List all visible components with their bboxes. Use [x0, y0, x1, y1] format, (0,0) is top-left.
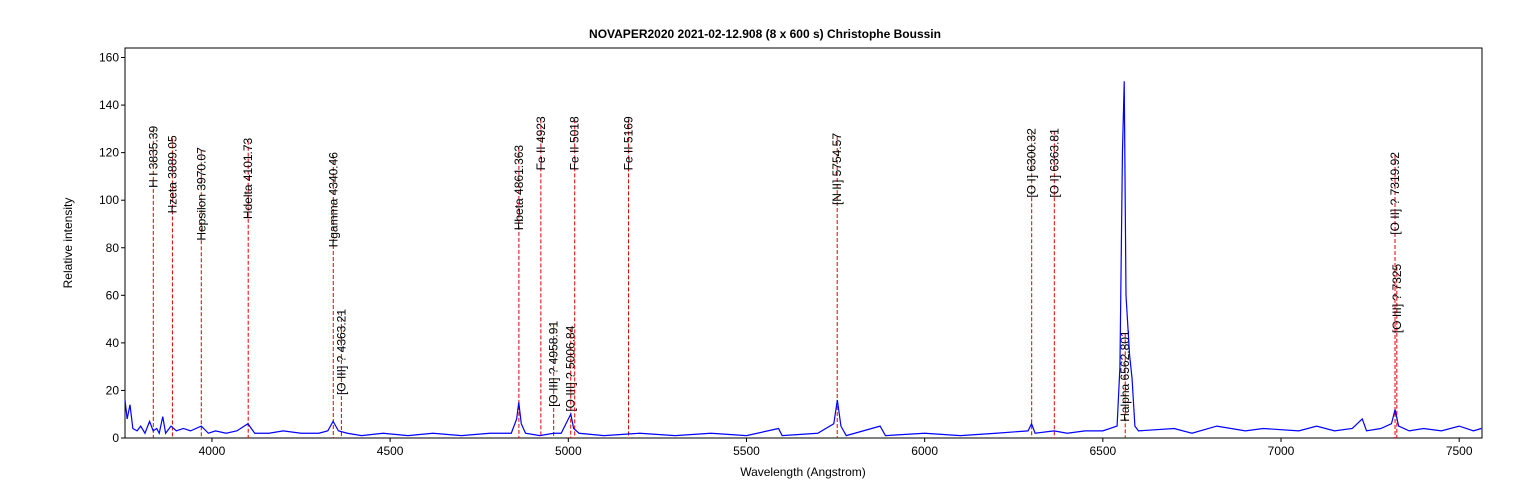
- line-label: [O III] ? 4363.21: [334, 309, 348, 395]
- y-tick-label: 100: [99, 193, 119, 207]
- line-label: [N II] 5754.57: [830, 133, 844, 205]
- spectrum-line: [124, 81, 1482, 437]
- plot-frame: [124, 47, 1483, 439]
- y-tick-label: 120: [99, 146, 119, 160]
- x-axis-label: Wavelength (Angstrom): [740, 465, 866, 479]
- line-label: [O I] 6300.32: [1025, 128, 1039, 198]
- chart-title: NOVAPER2020 2021-02-12.908 (8 x 600 s) C…: [589, 27, 941, 41]
- y-tick-label: 160: [99, 51, 119, 65]
- line-label: Fe II 5018: [568, 116, 582, 170]
- x-tick-label: 7000: [1268, 444, 1295, 458]
- y-tick-label: 140: [99, 98, 119, 112]
- line-label: Hdelta 4101.73: [241, 137, 255, 219]
- line-label: Halpha 6562.801: [1118, 330, 1132, 422]
- line-label: [O II] ? 7319.92: [1388, 152, 1402, 235]
- y-tick-label: 20: [106, 383, 120, 397]
- line-label: H I 3835.39: [146, 126, 160, 188]
- line-label: [O III] ? 4958.91: [547, 321, 561, 407]
- line-label: Hgamma 4340.46: [326, 152, 340, 248]
- line-label: [O III] ? 7325: [1390, 263, 1404, 333]
- x-tick-label: 6000: [911, 444, 938, 458]
- x-tick-label: 5000: [555, 444, 582, 458]
- y-axis-label: Relative intensity: [61, 198, 75, 289]
- x-tick-label: 7500: [1446, 444, 1473, 458]
- y-tick-label: 0: [112, 431, 119, 445]
- y-tick-label: 80: [106, 241, 120, 255]
- x-tick-label: 5500: [733, 444, 760, 458]
- line-label: Fe II 5169: [622, 116, 636, 170]
- x-tick-label: 4500: [377, 444, 404, 458]
- y-tick-label: 40: [106, 336, 120, 350]
- x-tick-label: 4000: [199, 444, 226, 458]
- line-label: Hzeta 3889.05: [165, 135, 179, 213]
- line-label: [O I] 6363.81: [1047, 128, 1061, 198]
- y-tick-label: 60: [106, 288, 120, 302]
- x-tick-label: 6500: [1089, 444, 1116, 458]
- line-label: Hbeta 4861.363: [512, 145, 526, 231]
- line-label: Fe II 4923: [534, 116, 548, 170]
- line-label: Hepsilon 3970.07: [194, 147, 208, 241]
- line-label: [O III] ? 5006.84: [564, 325, 578, 411]
